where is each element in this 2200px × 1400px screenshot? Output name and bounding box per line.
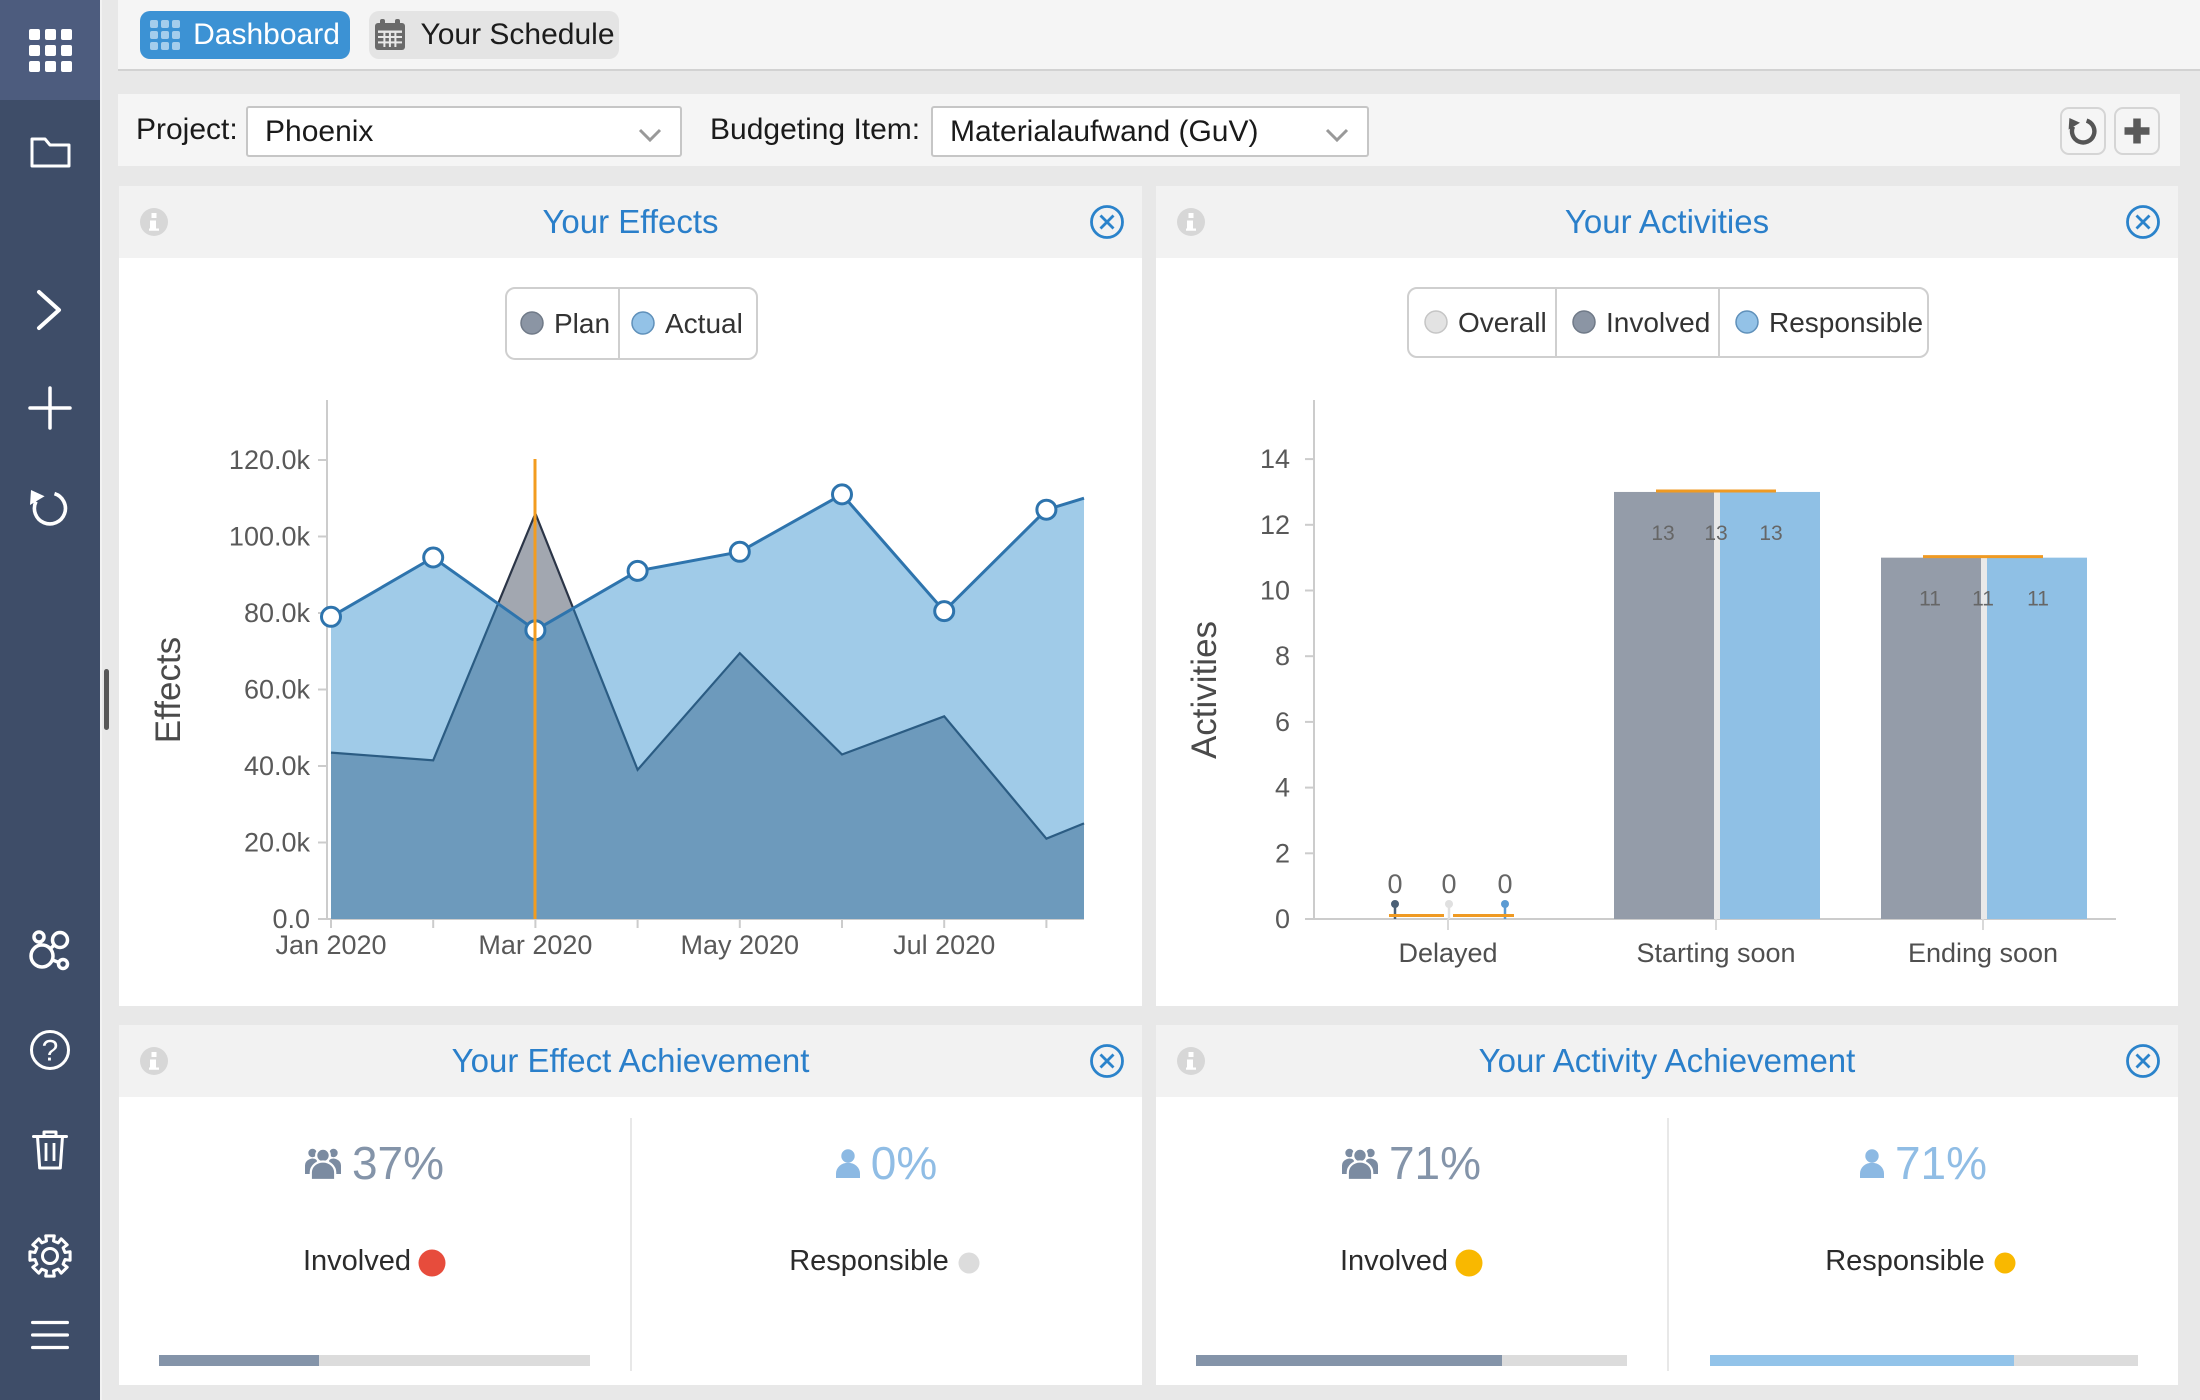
svg-text:60.0k: 60.0k [244, 675, 311, 705]
svg-text:14: 14 [1260, 444, 1290, 474]
svg-text:0: 0 [1275, 904, 1290, 934]
svg-text:120.0k: 120.0k [229, 445, 311, 475]
svg-text:40.0k: 40.0k [244, 751, 311, 781]
svg-text:Plan: Plan [554, 308, 610, 339]
svg-text:Ending soon: Ending soon [1908, 938, 2058, 968]
svg-text:Mar 2020: Mar 2020 [478, 930, 592, 960]
svg-text:4: 4 [1275, 773, 1290, 803]
svg-text:100.0k: 100.0k [229, 522, 311, 552]
svg-text:Activities: Activities [1185, 621, 1224, 759]
svg-text:13: 13 [1759, 522, 1782, 545]
svg-text:20.0k: 20.0k [244, 828, 311, 858]
svg-text:?: ? [42, 1035, 59, 1068]
svg-text:8: 8 [1275, 641, 1290, 671]
svg-text:13: 13 [1651, 522, 1674, 545]
svg-text:Effects: Effects [149, 637, 188, 743]
svg-text:Delayed: Delayed [1398, 938, 1497, 968]
svg-text:10: 10 [1260, 576, 1290, 606]
svg-text:Responsible: Responsible [1769, 307, 1923, 338]
svg-text:Jan 2020: Jan 2020 [275, 930, 386, 960]
svg-text:6: 6 [1275, 707, 1290, 737]
svg-text:11: 11 [1972, 588, 1994, 611]
svg-text:13: 13 [1704, 522, 1727, 545]
svg-text:0: 0 [1387, 869, 1402, 899]
svg-text:Actual: Actual [665, 308, 743, 339]
svg-text:0: 0 [1497, 869, 1512, 899]
svg-text:Involved: Involved [1606, 307, 1710, 338]
svg-text:Starting soon: Starting soon [1636, 938, 1795, 968]
svg-text:May 2020: May 2020 [681, 930, 800, 960]
svg-text:Jul 2020: Jul 2020 [893, 930, 995, 960]
svg-text:0.0: 0.0 [272, 904, 310, 934]
svg-text:0: 0 [1441, 869, 1456, 899]
svg-text:2: 2 [1275, 838, 1290, 868]
svg-text:12: 12 [1260, 510, 1290, 540]
svg-text:Overall: Overall [1458, 307, 1547, 338]
svg-text:11: 11 [2027, 588, 2049, 611]
svg-text:80.0k: 80.0k [244, 598, 311, 628]
svg-text:11: 11 [1919, 588, 1941, 611]
